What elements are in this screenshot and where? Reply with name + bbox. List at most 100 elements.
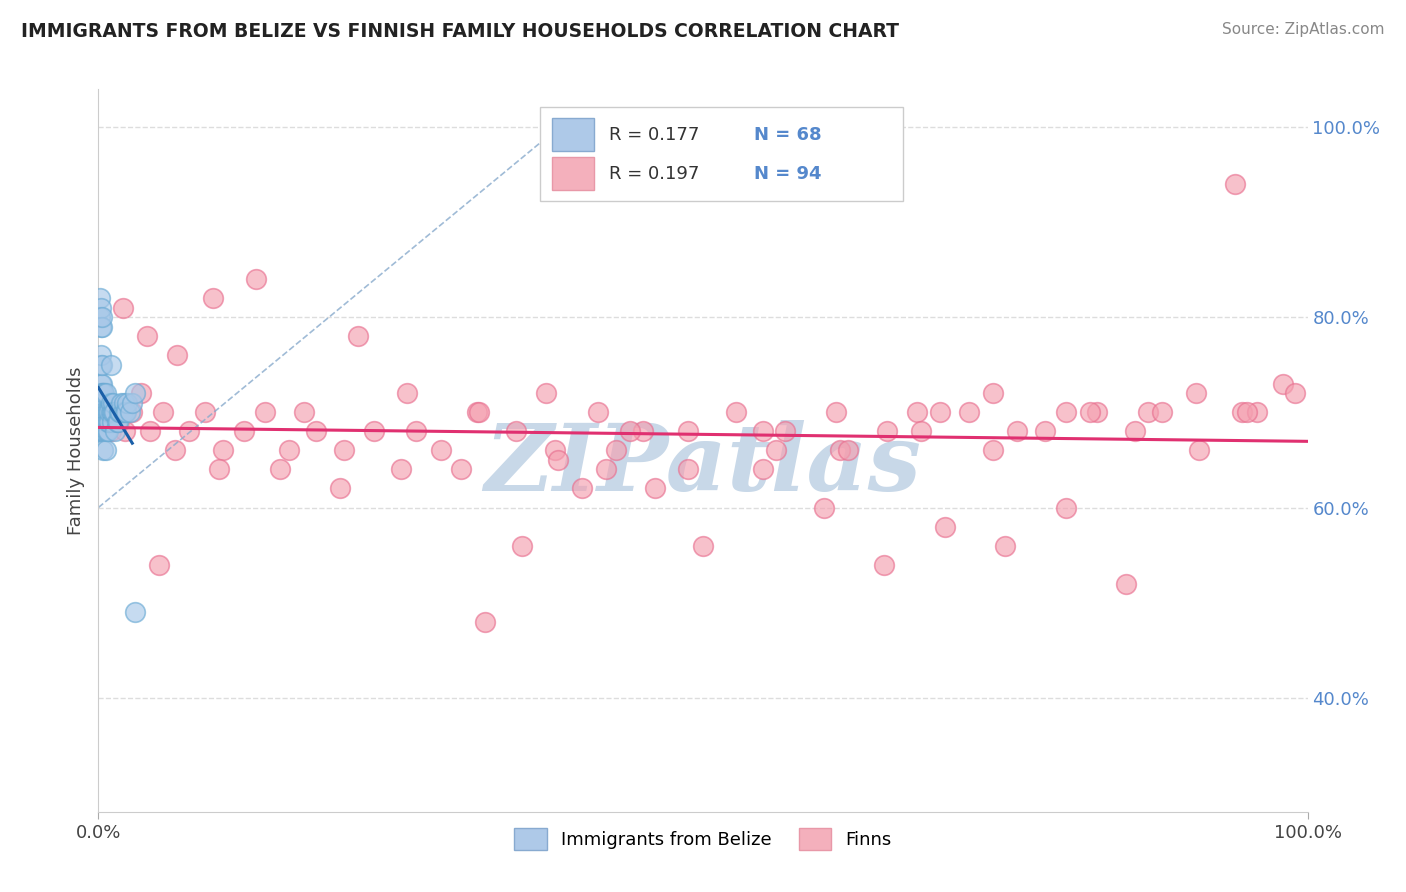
Point [510, 539, 533, 553]
Point [505, 425, 527, 439]
Point [89, 310, 111, 325]
Point [91, 405, 114, 419]
Point [101, 396, 124, 410]
Point [91, 415, 114, 429]
Point [108, 405, 131, 419]
Point [934, 519, 956, 533]
Point [305, 425, 328, 439]
Point [254, 405, 277, 419]
Point [91, 386, 114, 401]
Point [773, 425, 796, 439]
Point [89, 405, 111, 419]
Point [1272, 376, 1295, 391]
Point [91, 405, 114, 419]
Point [114, 405, 136, 419]
Bar [551, 119, 595, 151]
Point [765, 443, 787, 458]
Point [91, 425, 114, 439]
Point [97, 405, 120, 419]
Point [93, 415, 115, 429]
Point [179, 425, 201, 439]
Point [100, 405, 122, 419]
Point [93, 405, 115, 419]
Text: R = 0.177: R = 0.177 [609, 126, 699, 144]
Point [93, 425, 115, 439]
Point [1152, 405, 1174, 419]
Point [929, 405, 952, 419]
Point [91, 310, 114, 325]
Point [91, 358, 114, 372]
Point [90, 396, 112, 410]
Point [94, 443, 117, 458]
Point [91, 443, 114, 458]
Point [619, 425, 641, 439]
Point [90, 301, 112, 315]
Point [1246, 405, 1268, 419]
Point [108, 415, 131, 429]
Point [1188, 443, 1211, 458]
Point [586, 405, 609, 419]
Point [89, 386, 111, 401]
Point [117, 396, 139, 410]
Point [245, 272, 267, 286]
Point [94, 405, 117, 419]
Point [429, 443, 451, 458]
Point [825, 405, 848, 419]
Point [212, 443, 235, 458]
Point [1033, 425, 1056, 439]
Point [905, 405, 928, 419]
Point [96, 405, 118, 419]
Point [1185, 386, 1208, 401]
Point [166, 348, 188, 362]
Point [98, 405, 121, 419]
Point [828, 443, 851, 458]
Point [1054, 405, 1077, 419]
Point [1284, 386, 1306, 401]
Text: Source: ZipAtlas.com: Source: ZipAtlas.com [1222, 22, 1385, 37]
Point [1123, 425, 1146, 439]
Point [103, 405, 125, 419]
Point [163, 443, 186, 458]
Point [98, 415, 121, 429]
Legend: Immigrants from Belize, Finns: Immigrants from Belize, Finns [506, 821, 900, 857]
Point [89, 415, 111, 429]
Point [89, 291, 111, 305]
Point [115, 405, 138, 419]
Point [752, 462, 775, 476]
Y-axis label: Family Households: Family Households [66, 367, 84, 534]
Point [333, 443, 356, 458]
Point [678, 462, 700, 476]
Point [103, 405, 125, 419]
Point [752, 425, 775, 439]
Point [112, 396, 135, 410]
Point [90, 425, 112, 439]
Point [90, 376, 112, 391]
Point [105, 415, 128, 429]
FancyBboxPatch shape [540, 107, 903, 202]
Point [465, 405, 488, 419]
Point [873, 558, 896, 572]
Point [91, 425, 114, 439]
Point [121, 405, 143, 419]
Point [96, 425, 118, 439]
Point [1223, 178, 1246, 192]
Point [148, 558, 170, 572]
Point [1078, 405, 1101, 419]
Point [994, 539, 1017, 553]
Point [110, 396, 132, 410]
Point [91, 386, 114, 401]
Point [91, 396, 114, 410]
Point [678, 425, 700, 439]
Point [595, 462, 617, 476]
Point [135, 329, 157, 343]
Point [129, 386, 152, 401]
Bar [551, 158, 595, 190]
Point [724, 405, 747, 419]
Point [1007, 425, 1029, 439]
Point [1054, 500, 1077, 515]
Point [96, 415, 118, 429]
Point [91, 386, 114, 401]
Point [93, 415, 115, 429]
Point [292, 405, 315, 419]
Point [100, 425, 122, 439]
